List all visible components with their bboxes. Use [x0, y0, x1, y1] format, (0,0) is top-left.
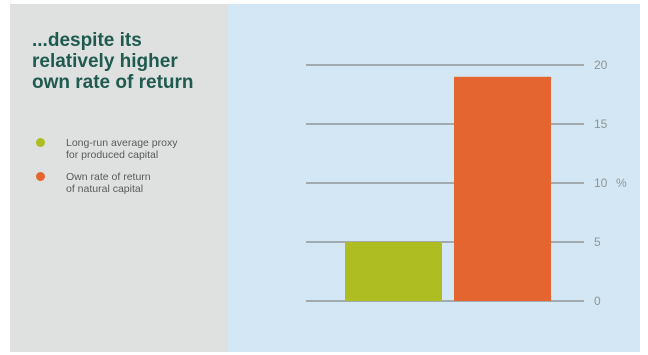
y-tick-label-20: 20	[594, 58, 608, 72]
chart-frame: ...despite its relatively higher own rat…	[10, 4, 640, 352]
legend-swatch-produced-capital	[36, 138, 45, 147]
bar-produced-capital	[345, 242, 442, 301]
legend-label-natural-capital: Own rate of return of natural capital	[66, 171, 151, 195]
y-tick-label-15: 15	[594, 117, 608, 131]
chart-title: ...despite its relatively higher own rat…	[32, 30, 194, 93]
y-unit-label: %	[616, 176, 627, 190]
legend-swatch-natural-capital	[36, 172, 45, 181]
legend: Long-run average proxy for produced capi…	[32, 137, 222, 205]
legend-item-natural-capital: Own rate of return of natural capital	[32, 171, 222, 195]
legend-item-produced-capital: Long-run average proxy for produced capi…	[32, 137, 222, 161]
y-tick-label-5: 5	[594, 235, 601, 249]
legend-label-produced-capital: Long-run average proxy for produced capi…	[66, 137, 178, 161]
y-tick-label-10: 10	[594, 176, 608, 190]
bar-natural-capital	[454, 76, 551, 301]
bar-chart: 0 5 10 15 20%	[306, 58, 627, 308]
y-tick-label-0: 0	[594, 294, 601, 308]
legend-panel: ...despite its relatively higher own rat…	[10, 4, 228, 352]
